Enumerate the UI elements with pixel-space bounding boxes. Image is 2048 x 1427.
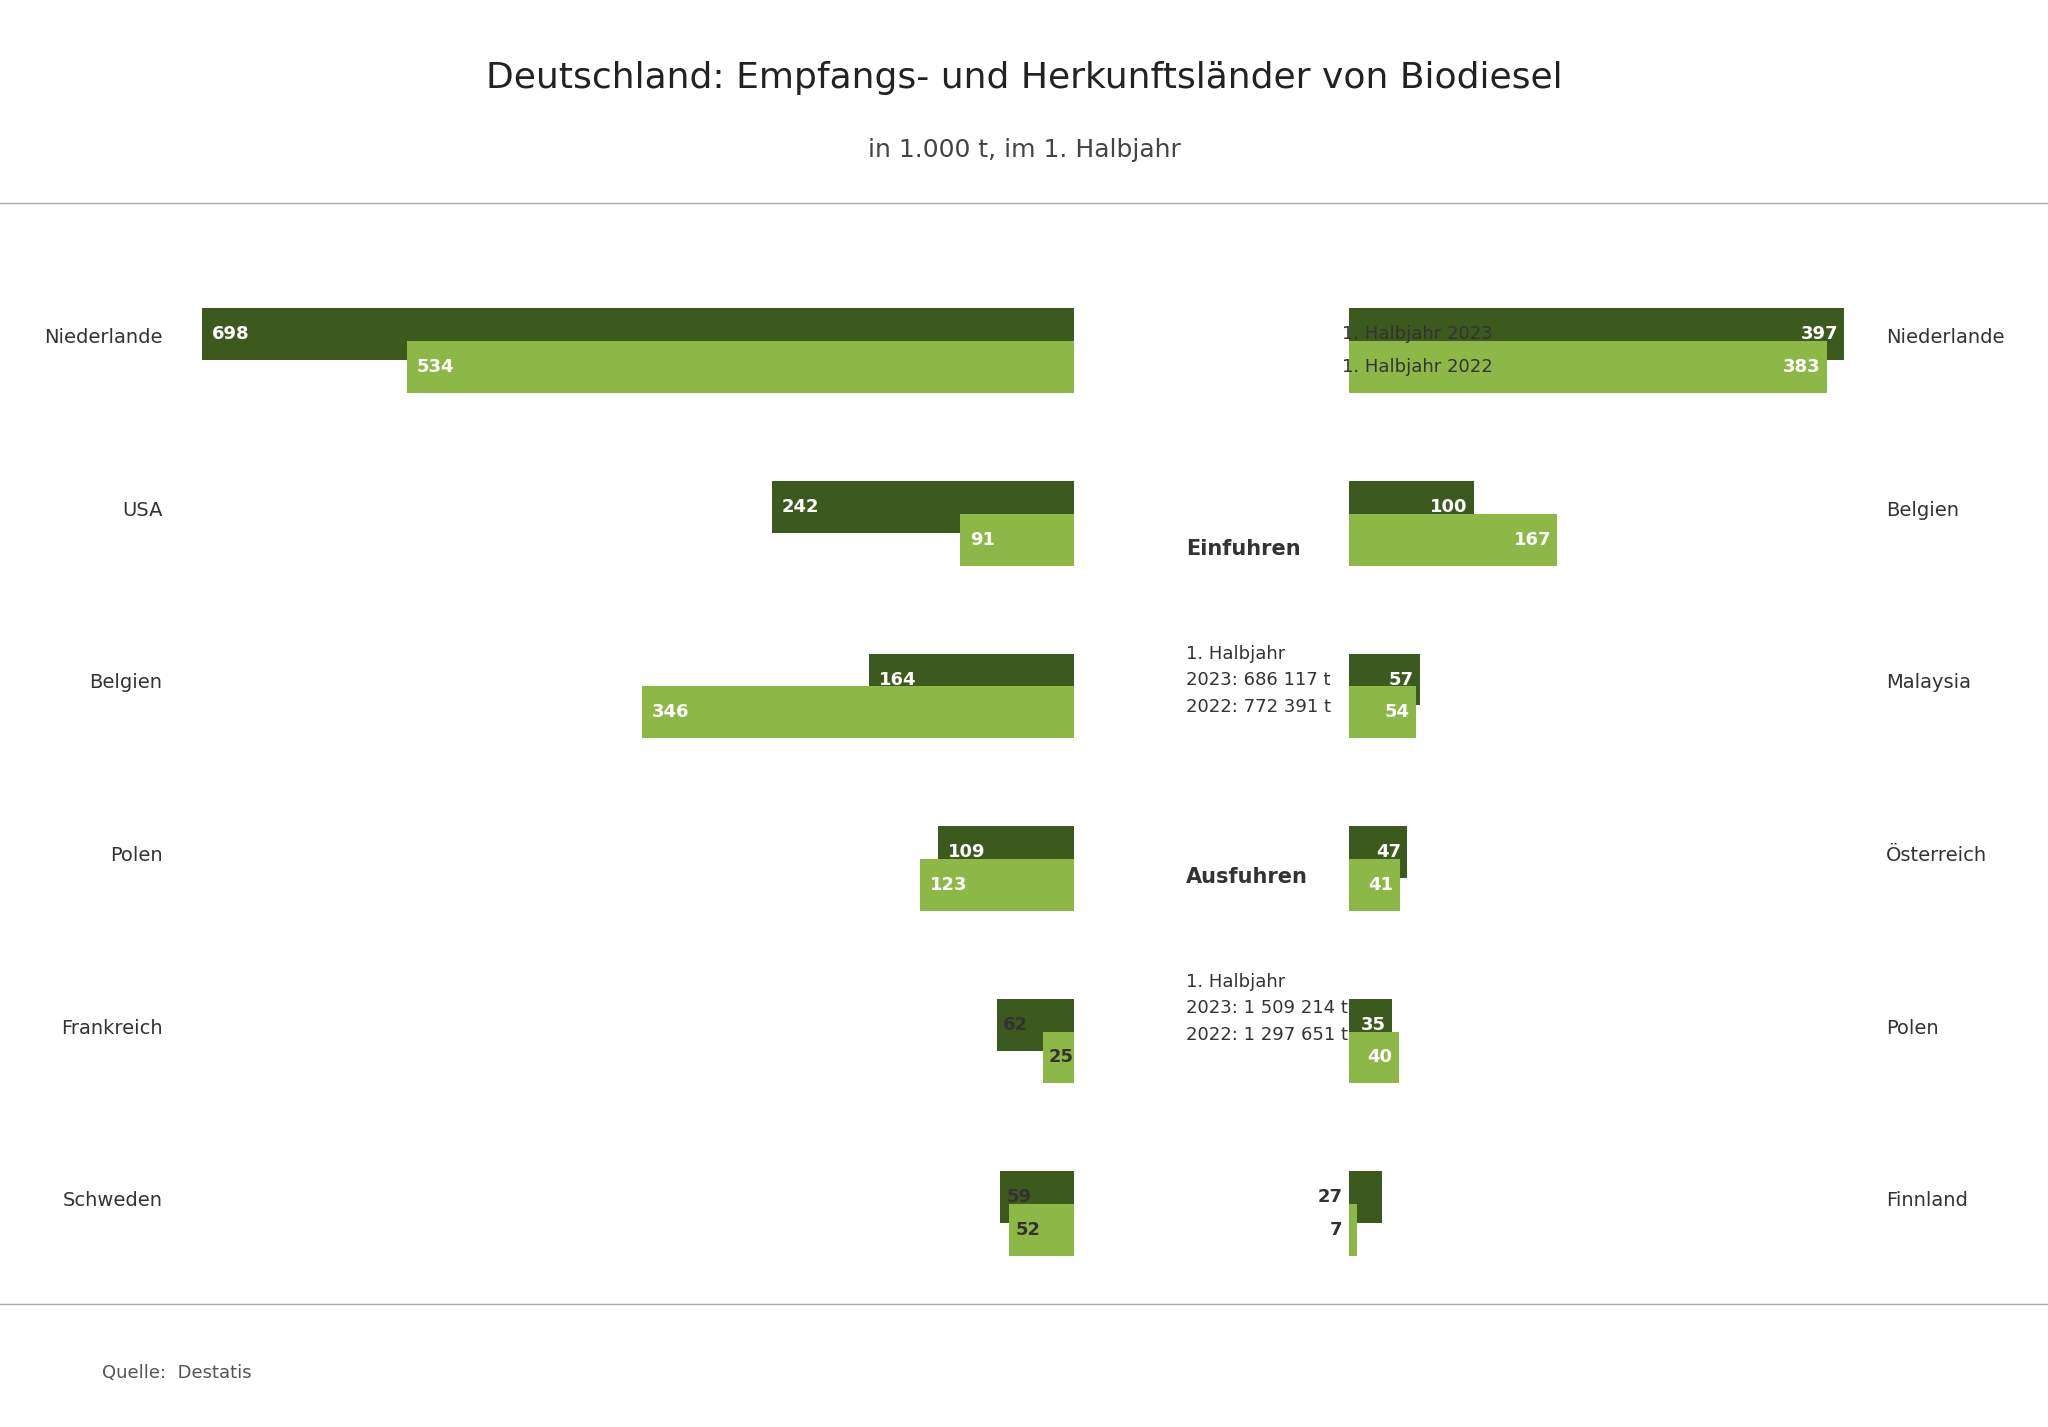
Text: Frankreich: Frankreich	[61, 1019, 162, 1037]
Bar	[1350, 1204, 1358, 1256]
Bar	[999, 1172, 1073, 1223]
Text: Einfuhren: Einfuhren	[1186, 539, 1300, 559]
Text: 1. Halbjahr
2023: 1 509 214 t
2022: 1 297 651 t: 1. Halbjahr 2023: 1 509 214 t 2022: 1 29…	[1186, 973, 1348, 1043]
Text: 25: 25	[1049, 1049, 1073, 1066]
Bar	[772, 481, 1073, 532]
Bar	[1350, 826, 1407, 878]
Text: 27: 27	[1317, 1189, 1341, 1206]
Text: Malaysia: Malaysia	[1886, 674, 1970, 692]
Text: Niederlande: Niederlande	[1886, 328, 2005, 347]
Bar	[961, 514, 1073, 565]
Text: 123: 123	[930, 876, 969, 893]
Text: 91: 91	[971, 531, 995, 549]
Text: 1. Halbjahr
2023: 686 117 t
2022: 772 391 t: 1. Halbjahr 2023: 686 117 t 2022: 772 39…	[1186, 645, 1331, 716]
Bar	[408, 341, 1073, 392]
Text: Belgien: Belgien	[1886, 501, 1958, 519]
Bar	[1350, 341, 1827, 392]
Text: Belgien: Belgien	[90, 674, 162, 692]
Text: 47: 47	[1376, 843, 1401, 860]
Bar	[920, 859, 1073, 910]
Bar	[1350, 686, 1415, 738]
Text: 41: 41	[1368, 876, 1393, 893]
Text: 57: 57	[1389, 671, 1413, 688]
Text: 62: 62	[1004, 1016, 1028, 1033]
Text: 35: 35	[1362, 1016, 1386, 1033]
Text: Ausfuhren: Ausfuhren	[1186, 866, 1309, 886]
Text: Quelle:  Destatis: Quelle: Destatis	[102, 1364, 252, 1381]
Text: Polen: Polen	[111, 846, 162, 865]
Text: 1. Halbjahr 2022: 1. Halbjahr 2022	[1341, 358, 1493, 377]
Text: 534: 534	[418, 358, 455, 377]
Bar	[1350, 1032, 1399, 1083]
Bar	[203, 308, 1073, 360]
Text: Österreich: Österreich	[1886, 846, 1987, 865]
Bar	[1350, 481, 1475, 532]
Bar	[1350, 654, 1419, 705]
Bar	[1350, 1172, 1382, 1223]
Bar	[1350, 859, 1401, 910]
Text: Schweden: Schweden	[61, 1192, 162, 1210]
Text: 40: 40	[1368, 1049, 1393, 1066]
Bar	[1042, 1032, 1073, 1083]
Text: 164: 164	[879, 671, 918, 688]
Bar	[1350, 514, 1556, 565]
Text: USA: USA	[121, 501, 162, 519]
Bar	[641, 686, 1073, 738]
Text: 109: 109	[948, 843, 985, 860]
Bar	[1350, 308, 1845, 360]
Text: 52: 52	[1016, 1222, 1040, 1239]
Text: 698: 698	[213, 325, 250, 344]
Text: Niederlande: Niederlande	[43, 328, 162, 347]
Text: 383: 383	[1784, 358, 1821, 377]
Bar	[1010, 1204, 1073, 1256]
Text: 167: 167	[1513, 531, 1550, 549]
Text: in 1.000 t, im 1. Halbjahr: in 1.000 t, im 1. Halbjahr	[868, 138, 1180, 161]
Text: 7: 7	[1329, 1222, 1341, 1239]
Bar	[868, 654, 1073, 705]
Text: 1. Halbjahr 2023: 1. Halbjahr 2023	[1341, 325, 1493, 344]
Text: 59: 59	[1006, 1189, 1032, 1206]
Text: Deutschland: Empfangs- und Herkunftsländer von Biodiesel: Deutschland: Empfangs- und Herkunftsländ…	[485, 61, 1563, 96]
Text: 242: 242	[782, 498, 819, 517]
Text: 100: 100	[1430, 498, 1466, 517]
Text: Finnland: Finnland	[1886, 1192, 1968, 1210]
Text: 346: 346	[651, 704, 690, 721]
Text: Polen: Polen	[1886, 1019, 1937, 1037]
Bar	[997, 999, 1073, 1050]
Bar	[1350, 999, 1393, 1050]
Text: 54: 54	[1384, 704, 1409, 721]
Bar	[938, 826, 1073, 878]
Text: 397: 397	[1800, 325, 1839, 344]
